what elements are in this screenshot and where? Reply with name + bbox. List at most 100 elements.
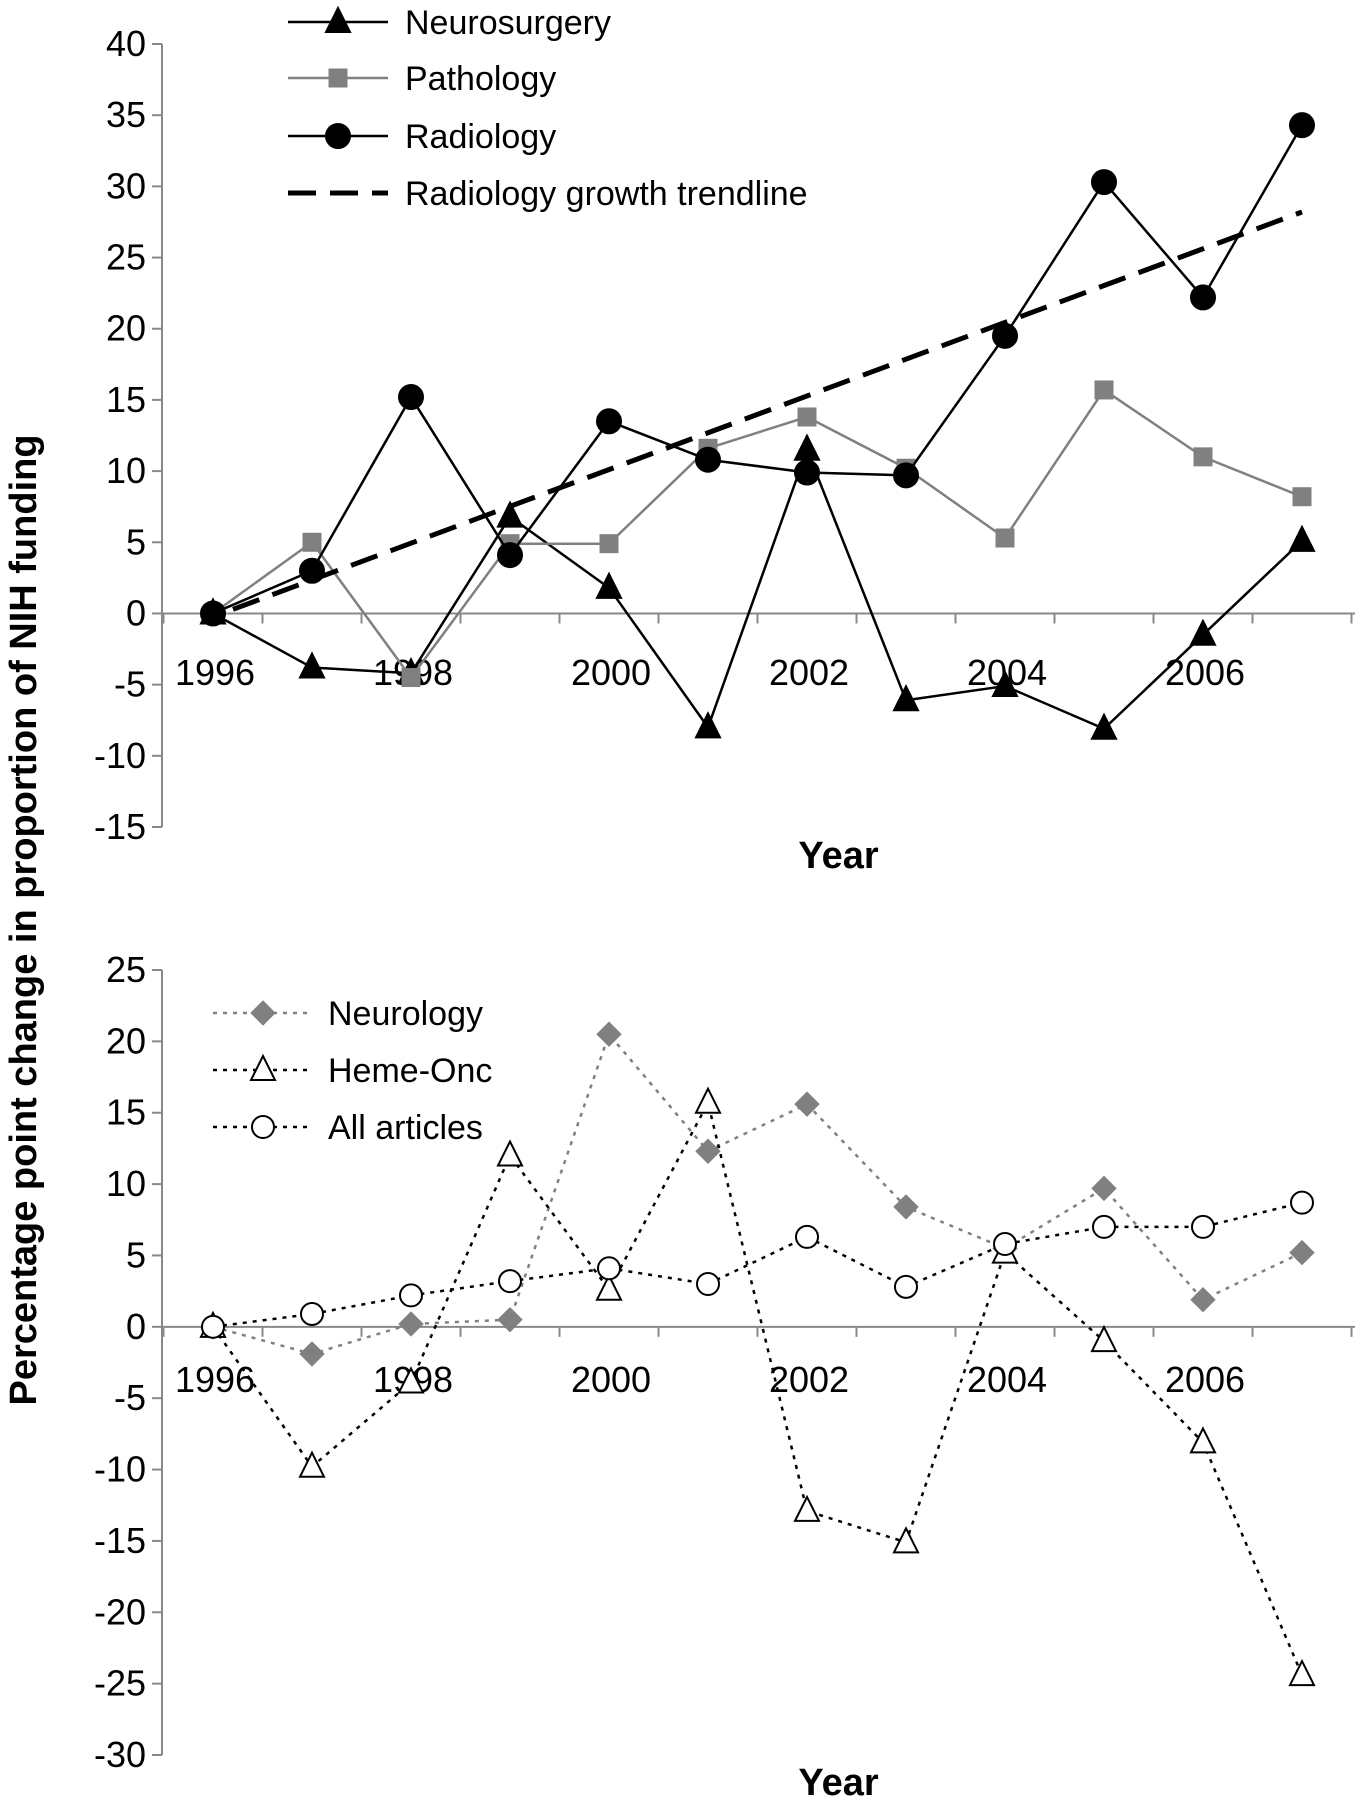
y-tick-label: 5 — [126, 1234, 146, 1275]
point-neurosurgery — [496, 500, 524, 528]
point-pathology — [1193, 447, 1213, 467]
point-neurosurgery — [1189, 618, 1217, 646]
point-all-articles — [201, 1314, 225, 1339]
y-tick-label: 35 — [106, 94, 146, 135]
legend-marker — [250, 1000, 276, 1026]
legend-label: Radiology growth trendline — [405, 175, 808, 213]
bottom-chart: 2520151050-5-10-15-20-25-301996199820002… — [94, 949, 1355, 1800]
legend-item-all-articles: All articles — [213, 1109, 483, 1147]
point-pathology — [995, 528, 1015, 548]
y-tick-label: 10 — [106, 450, 146, 491]
y-tick-label: -25 — [94, 1663, 146, 1704]
point-neurosurgery — [892, 684, 920, 712]
legend-label: Neurology — [328, 995, 483, 1033]
point-pathology — [1094, 380, 1114, 400]
y-tick-label: 5 — [126, 521, 146, 562]
x-tick-label: 1996 — [175, 652, 255, 693]
series-radiology-growth-trendline — [232, 209, 1303, 612]
series-all-articles — [201, 1190, 1314, 1339]
point-neurology — [1190, 1286, 1216, 1313]
legend-label: Radiology — [405, 118, 556, 156]
y-tick-label: 30 — [106, 165, 146, 206]
top-chart: 4035302520151050-5-10-151996199820002002… — [94, 4, 1355, 877]
point-neurosurgery — [991, 669, 1019, 698]
y-tick-label: 25 — [106, 949, 146, 990]
point-neurology — [497, 1306, 523, 1333]
point-neurosurgery — [298, 651, 326, 679]
point-pathology — [302, 532, 322, 552]
y-tick-label: 20 — [106, 308, 146, 349]
y-tick-label: 15 — [106, 1092, 146, 1133]
point-neurology — [893, 1194, 919, 1220]
point-pathology — [797, 407, 817, 427]
point-all-articles — [1092, 1214, 1116, 1239]
y-tick-label: 0 — [126, 1306, 146, 1347]
point-radiology — [1091, 169, 1117, 196]
point-neurology — [596, 1021, 622, 1047]
point-neurosurgery — [694, 711, 722, 739]
series-heme-onc — [199, 1086, 1316, 1687]
point-all-articles — [498, 1269, 522, 1294]
point-radiology — [398, 384, 424, 411]
legend-label: All articles — [328, 1109, 483, 1147]
x-tick-label: 2002 — [769, 652, 849, 693]
point-radiology — [893, 462, 919, 489]
x-tick-label: 1996 — [175, 1359, 255, 1400]
legend-marker — [249, 1053, 277, 1081]
point-all-articles — [399, 1283, 423, 1308]
y-tick-label: 40 — [106, 23, 146, 64]
x-axis-title: Year — [798, 1762, 879, 1800]
point-heme-onc — [1189, 1426, 1217, 1454]
point-radiology — [596, 408, 622, 435]
shared-y-axis-title: Percentage point change in proportion of… — [3, 434, 45, 1405]
point-pathology — [401, 668, 421, 688]
point-heme-onc — [892, 1526, 920, 1554]
point-heme-onc — [694, 1086, 722, 1114]
legend-item-neurosurgery: Neurosurgery — [288, 4, 611, 42]
point-all-articles — [1191, 1214, 1215, 1239]
point-all-articles — [795, 1224, 819, 1249]
y-tick-label: 20 — [106, 1020, 146, 1061]
legend-item-radiology-growth-trendline: Radiology growth trendline — [288, 175, 808, 213]
trendline-radiology-growth-trendline — [232, 209, 1303, 612]
line-neurology — [212, 1032, 1303, 1356]
point-pathology — [599, 534, 619, 554]
point-neurosurgery — [1090, 712, 1118, 740]
point-radiology — [497, 542, 523, 569]
point-pathology — [1292, 487, 1312, 507]
legend-marker — [251, 1115, 275, 1139]
point-neurosurgery — [595, 571, 623, 599]
line-radiology — [212, 124, 1304, 615]
legend-label: Neurosurgery — [405, 4, 611, 42]
y-tick-label: 15 — [106, 379, 146, 420]
point-neurosurgery — [1288, 524, 1316, 552]
point-neurology — [1289, 1239, 1315, 1266]
point-all-articles — [894, 1274, 918, 1299]
legend-item-radiology: Radiology — [288, 118, 556, 156]
point-neurology — [398, 1311, 424, 1337]
legend-label: Pathology — [405, 60, 556, 98]
point-all-articles — [696, 1272, 720, 1296]
point-heme-onc — [397, 1366, 425, 1394]
series-radiology — [200, 112, 1315, 627]
x-tick-label: 2000 — [571, 652, 651, 693]
point-heme-onc — [793, 1494, 821, 1522]
x-tick-label: 2006 — [1165, 1359, 1245, 1400]
legend-marker — [325, 123, 351, 149]
legend-label: Heme-Onc — [328, 1052, 492, 1090]
x-tick-label: 2004 — [967, 1359, 1047, 1400]
x-tick-label: 2002 — [769, 1359, 849, 1400]
series-pathology — [203, 380, 1312, 688]
line-neurosurgery — [212, 448, 1303, 731]
point-heme-onc — [1288, 1658, 1316, 1687]
point-all-articles — [300, 1301, 324, 1326]
x-tick-label: 2000 — [571, 1359, 651, 1400]
series-neurosurgery — [199, 433, 1316, 740]
point-radiology — [1190, 284, 1216, 311]
point-all-articles — [1290, 1190, 1314, 1215]
y-tick-label: -30 — [94, 1734, 146, 1775]
point-heme-onc — [595, 1273, 623, 1301]
point-heme-onc — [496, 1139, 524, 1167]
point-radiology — [794, 459, 820, 486]
